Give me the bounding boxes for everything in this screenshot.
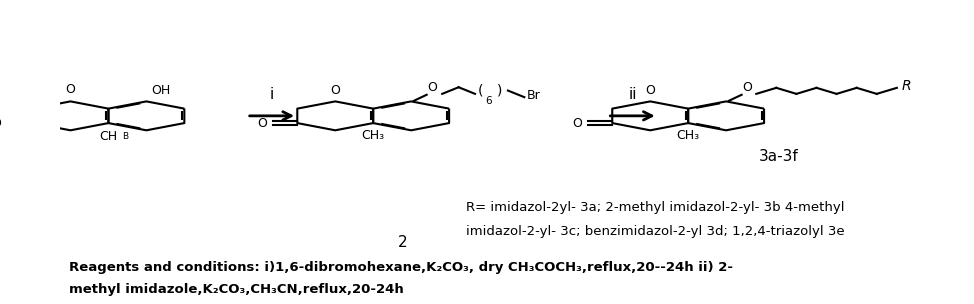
Text: O: O	[257, 116, 267, 130]
Text: O: O	[0, 116, 1, 130]
Text: CH₃: CH₃	[677, 129, 699, 142]
Text: O: O	[742, 81, 753, 94]
Text: (: (	[478, 84, 483, 98]
Text: ): )	[497, 84, 503, 98]
Text: O: O	[645, 84, 656, 97]
Text: CH₃: CH₃	[361, 129, 385, 142]
Text: ii: ii	[628, 87, 637, 102]
Text: Reagents and conditions: i)1,6-dibromohexane,K₂CO₃, dry CH₃COCH₃,reflux,20--24h : Reagents and conditions: i)1,6-dibromohe…	[69, 261, 732, 275]
Text: 2: 2	[397, 235, 407, 250]
Text: 3a-3f: 3a-3f	[759, 149, 799, 164]
Text: CH: CH	[99, 130, 118, 143]
Text: Br: Br	[527, 89, 541, 102]
Text: B: B	[122, 132, 128, 141]
Text: OH: OH	[151, 84, 170, 97]
Text: R: R	[901, 79, 911, 93]
Text: O: O	[572, 116, 581, 130]
Text: O: O	[428, 81, 437, 94]
Text: 6: 6	[485, 96, 492, 106]
Text: O: O	[65, 83, 75, 96]
Text: R= imidazol-2yl- 3a; 2-methyl imidazol-2-yl- 3b 4-methyl: R= imidazol-2yl- 3a; 2-methyl imidazol-2…	[466, 201, 844, 214]
Text: i: i	[270, 87, 274, 102]
Text: methyl imidazole,K₂CO₃,CH₃CN,reflux,20-24h: methyl imidazole,K₂CO₃,CH₃CN,reflux,20-2…	[69, 282, 403, 295]
Text: imidazol-2-yl- 3c; benzimidazol-2-yl 3d; 1,2,4-triazolyl 3e: imidazol-2-yl- 3c; benzimidazol-2-yl 3d;…	[466, 225, 844, 238]
Text: O: O	[330, 84, 340, 97]
